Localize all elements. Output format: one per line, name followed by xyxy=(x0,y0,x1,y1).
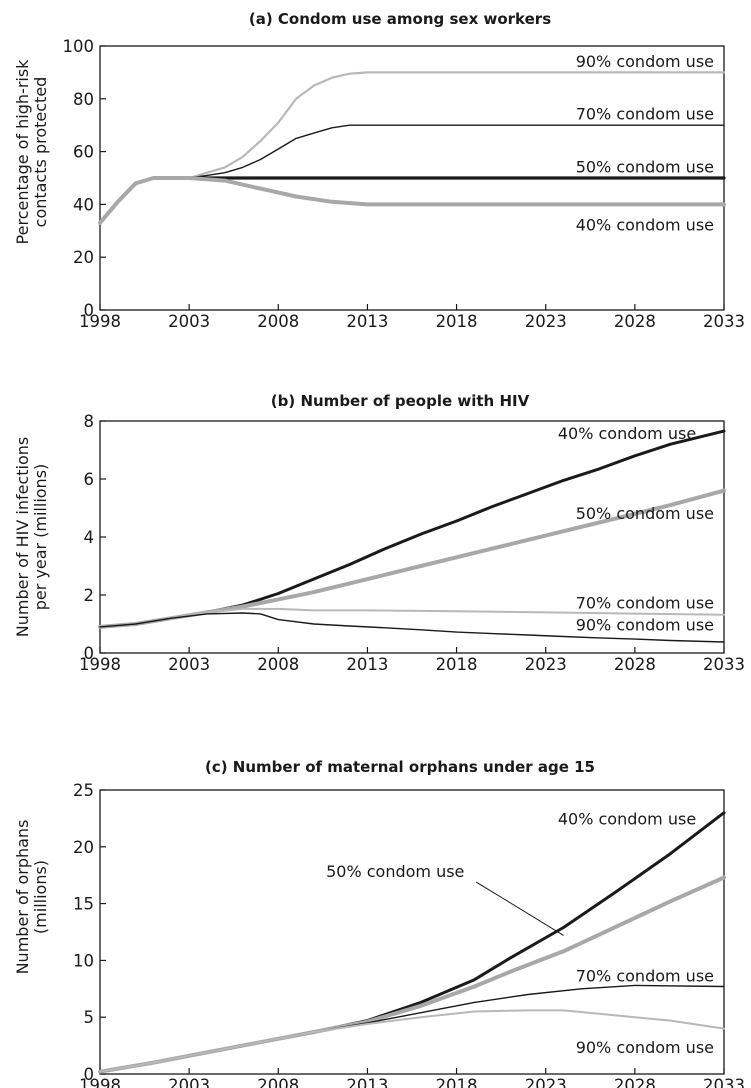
x-tick-label: 2008 xyxy=(257,655,299,674)
x-tick-label: 2033 xyxy=(703,1076,745,1088)
x-tick-label: 2018 xyxy=(436,655,478,674)
x-tick-label: 2003 xyxy=(168,655,210,674)
panel-c-ylabel-line2: (millions) xyxy=(31,860,50,934)
x-tick-label: 2028 xyxy=(614,312,656,331)
x-tick-label: 1998 xyxy=(79,655,121,674)
panel-b-ylabel-line2: per year (millions) xyxy=(31,464,50,611)
series-label: 50% condom use xyxy=(326,862,464,881)
y-tick-label: 80 xyxy=(73,90,94,109)
y-tick-label: 0 xyxy=(84,301,95,320)
series-line-90-condom-use xyxy=(99,612,725,643)
series-label: 50% condom use xyxy=(576,157,714,176)
x-tick-label: 2008 xyxy=(257,312,299,331)
series-label: 70% condom use xyxy=(576,105,714,124)
y-tick-label: 6 xyxy=(84,470,95,489)
y-tick-label: 25 xyxy=(73,781,94,800)
x-tick-label: 2003 xyxy=(168,1076,210,1088)
x-tick-label: 2013 xyxy=(346,1076,388,1088)
leader-line xyxy=(475,881,564,936)
panel-a-ylabel-line1: Percentage of high-risk xyxy=(13,59,32,245)
y-tick-label: 10 xyxy=(73,951,94,970)
y-tick-label: 0 xyxy=(84,644,95,663)
series-label: 90% condom use xyxy=(576,1038,714,1057)
series-line-40-condom-use xyxy=(98,811,726,1074)
panel-c-title: (c) Number of maternal orphans under age… xyxy=(205,758,595,776)
y-tick-label: 40 xyxy=(73,195,94,214)
x-tick-label: 2023 xyxy=(525,655,567,674)
series-label: 70% condom use xyxy=(576,966,714,985)
series-label: 90% condom use xyxy=(576,52,714,71)
series-line-90-condom-use xyxy=(98,71,726,224)
x-tick-label: 2018 xyxy=(436,312,478,331)
x-tick-label: 2003 xyxy=(168,312,210,331)
x-tick-label: 2028 xyxy=(614,655,656,674)
panel-a-ylabel-line2: contacts protected xyxy=(31,77,50,228)
y-tick-label: 100 xyxy=(63,37,95,56)
x-tick-label: 1998 xyxy=(79,312,121,331)
y-tick-label: 0 xyxy=(84,1065,95,1084)
x-tick-label: 1998 xyxy=(79,1076,121,1088)
x-tick-label: 2023 xyxy=(525,312,567,331)
x-tick-label: 2013 xyxy=(346,655,388,674)
y-tick-label: 60 xyxy=(73,143,94,162)
series-label: 50% condom use xyxy=(576,504,714,523)
y-tick-label: 8 xyxy=(84,412,95,431)
panel-c: (c) Number of maternal orphans under age… xyxy=(13,758,745,1088)
panel-b: (b) Number of people with HIV Number of … xyxy=(13,392,745,674)
series-label: 40% condom use xyxy=(558,810,696,829)
panel-b-title: (b) Number of people with HIV xyxy=(271,392,530,410)
series-label: 70% condom use xyxy=(576,594,714,613)
y-tick-label: 2 xyxy=(84,586,95,605)
x-tick-label: 2033 xyxy=(703,655,745,674)
x-tick-label: 2013 xyxy=(346,312,388,331)
panel-a-title: (a) Condom use among sex workers xyxy=(249,10,551,28)
x-tick-label: 2028 xyxy=(614,1076,656,1088)
x-tick-label: 2033 xyxy=(703,312,745,331)
x-tick-label: 2023 xyxy=(525,1076,567,1088)
plot-frame xyxy=(99,789,725,1075)
y-tick-label: 4 xyxy=(84,528,95,547)
series-line-40-condom-use xyxy=(98,176,726,225)
series-line-70-condom-use xyxy=(99,984,725,1073)
series-line-90-condom-use xyxy=(99,1009,725,1073)
panel-a: (a) Condom use among sex workers Percent… xyxy=(13,10,745,331)
y-tick-label: 15 xyxy=(73,895,94,914)
panel-c-ylabel-line1: Number of orphans xyxy=(13,820,32,975)
y-tick-label: 20 xyxy=(73,248,94,267)
y-tick-label: 5 xyxy=(84,1008,95,1027)
y-tick-label: 20 xyxy=(73,838,94,857)
panel-b-ylabel-line1: Number of HIV infections xyxy=(13,437,32,638)
x-tick-label: 2008 xyxy=(257,1076,299,1088)
series-label: 40% condom use xyxy=(576,216,714,235)
series-label: 40% condom use xyxy=(558,424,696,443)
series-label: 90% condom use xyxy=(576,615,714,634)
x-tick-label: 2018 xyxy=(436,1076,478,1088)
